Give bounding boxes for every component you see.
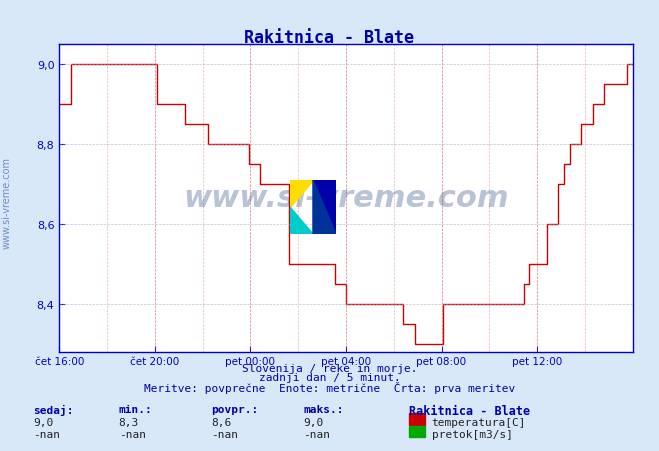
Text: Rakitnica - Blate: Rakitnica - Blate <box>244 29 415 47</box>
Text: pretok[m3/s]: pretok[m3/s] <box>432 429 513 439</box>
Text: Rakitnica - Blate: Rakitnica - Blate <box>409 404 530 417</box>
Polygon shape <box>290 180 313 207</box>
Text: -nan: -nan <box>33 429 60 439</box>
Text: Meritve: povprečne  Enote: metrične  Črta: prva meritev: Meritve: povprečne Enote: metrične Črta:… <box>144 381 515 393</box>
Text: sedaj:: sedaj: <box>33 404 73 414</box>
Text: -nan: -nan <box>119 429 146 439</box>
Text: temperatura[C]: temperatura[C] <box>432 417 526 427</box>
Text: 9,0: 9,0 <box>303 417 324 427</box>
Text: povpr.:: povpr.: <box>211 404 258 414</box>
Polygon shape <box>290 207 313 235</box>
Text: www.si-vreme.com: www.si-vreme.com <box>1 157 12 249</box>
Text: www.si-vreme.com: www.si-vreme.com <box>183 184 509 213</box>
Text: maks.:: maks.: <box>303 404 343 414</box>
Text: 8,6: 8,6 <box>211 417 231 427</box>
Text: Slovenija / reke in morje.: Slovenija / reke in morje. <box>242 363 417 373</box>
Text: 8,3: 8,3 <box>119 417 139 427</box>
Text: zadnji dan / 5 minut.: zadnji dan / 5 minut. <box>258 372 401 382</box>
Text: -nan: -nan <box>303 429 330 439</box>
Text: 9,0: 9,0 <box>33 417 53 427</box>
Text: min.:: min.: <box>119 404 152 414</box>
Text: -nan: -nan <box>211 429 238 439</box>
Polygon shape <box>313 180 336 235</box>
Polygon shape <box>313 180 336 235</box>
